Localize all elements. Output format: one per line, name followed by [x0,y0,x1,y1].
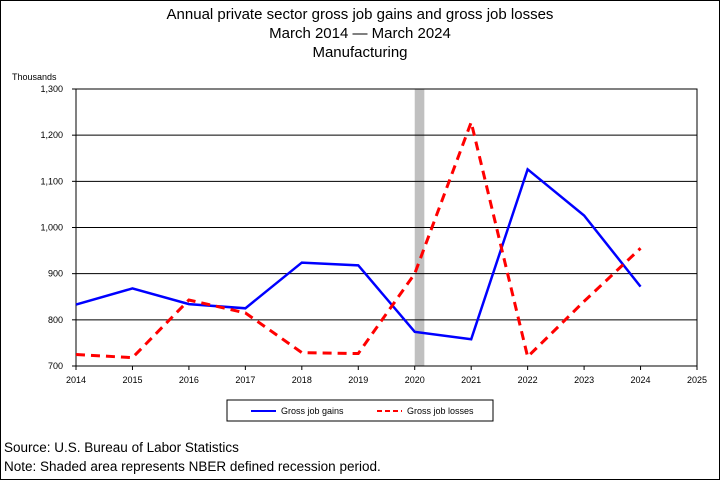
legend-label-gross-job-losses: Gross job losses [407,406,474,416]
legend-box [226,399,494,422]
x-tick-label: 2014 [66,375,86,385]
y-tick-label: 800 [48,315,63,325]
y-tick-label: 1,100 [40,176,63,186]
source-note: Source: U.S. Bureau of Labor Statistics [4,440,239,455]
x-tick-label: 2016 [179,375,199,385]
chart-title-line-2: March 2014 — March 2024 [269,25,451,42]
x-tick-label: 2023 [574,375,594,385]
series-line-gross-job-gains [75,167,642,341]
x-tick-label: 2024 [631,375,651,385]
y-tick-label: 1,000 [40,223,63,233]
x-tick-label: 2015 [122,375,142,385]
chart-title-line-1: Annual private sector gross job gains an… [166,6,554,23]
y-tick-label: 1,200 [40,130,63,140]
chart-title-line-3: Manufacturing [312,44,408,61]
x-tick-label: 2017 [235,375,255,385]
recession-note: Note: Shaded area represents NBER define… [4,459,381,474]
x-tick-label: 2022 [518,375,538,385]
series-line-gross-job-losses [75,117,642,360]
x-tick-label: 2019 [348,375,368,385]
x-tick-label: 2025 [687,375,707,385]
y-tick-label: 1,300 [40,84,63,94]
x-tick-label: 2021 [461,375,481,385]
y-axis-label: Thousands [12,72,57,82]
legend-label-gross-job-gains: Gross job gains [281,406,344,416]
x-tick-label: 2020 [405,375,425,385]
x-tick-label: 2018 [292,375,312,385]
y-tick-label: 900 [48,269,63,279]
y-tick-label: 700 [48,361,63,371]
